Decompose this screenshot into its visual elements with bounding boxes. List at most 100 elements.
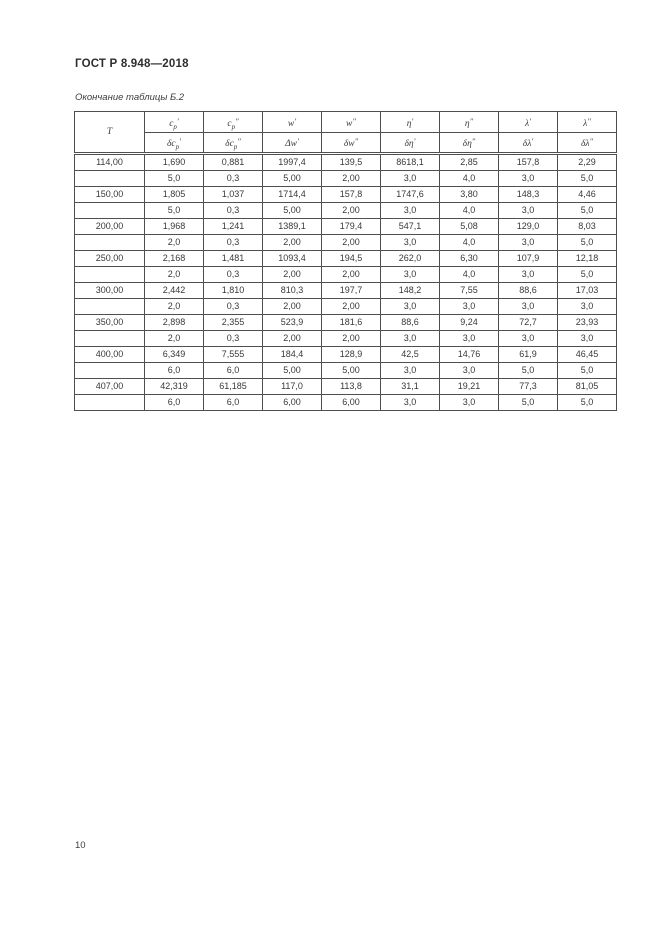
cell-value: 61,185 [203,378,263,395]
cell-value: 128,9 [321,346,381,363]
cell-delta: 5,0 [498,362,558,379]
table-header-row-deltas: δcp′ δcp″ Δw′ δw″ δη′ δη″ δλ′ δλ″ [75,132,617,155]
cell-value: 72,7 [498,314,558,331]
col-header-w-dprime: w″ [321,111,381,133]
cell-value: 7,555 [203,346,263,363]
table-header: T cp′ cp″ w′ w″ η′ η″ λ′ λ″ δcp′ δcp″ Δw… [74,111,617,155]
math-symbol: w [287,118,295,129]
cell-delta: 5,0 [557,266,617,283]
table-row-values: 400,00 6,349 7,555 184,4 128,9 42,5 14,76 61,9 4… [74,346,617,363]
cell-delta: 5,0 [144,202,204,219]
prime-mark: ″ [471,136,476,146]
cell-value: 810,3 [262,282,322,299]
cell-delta: 6,00 [321,394,381,411]
col-header-lambda-prime: λ′ [498,111,558,133]
cell-delta: 2,00 [321,202,381,219]
cell-delta: 2,0 [144,298,204,315]
cell-value: 9,24 [439,314,499,331]
cell-delta: 3,0 [380,362,440,379]
cell-temperature: 114,00 [74,153,145,171]
math-symbol: δw [343,139,355,149]
table-row-values: 350,00 2,898 2,355 523,9 181,6 88,6 9,24 72,7 23… [74,314,617,331]
cell-value: 31,1 [380,378,440,395]
cell-delta: 3,0 [380,170,440,187]
table-row-deltas: 6,0 6,0 5,00 5,00 3,0 3,0 5,0 5,0 [74,362,617,379]
cell-delta: 2,00 [262,266,322,283]
table-row-values: 300,00 2,442 1,810 810,3 197,7 148,2 7,55 88,6 1… [74,282,617,299]
math-symbol: δc [225,139,234,149]
cell-value: 184,4 [262,346,322,363]
table-row-deltas: 2,0 0,3 2,00 2,00 3,0 4,0 3,0 5,0 [74,234,617,251]
cell-value: 157,8 [498,153,558,171]
cell-delta: 4,0 [439,170,499,187]
cell-delta: 2,0 [144,266,204,283]
cell-delta: 2,00 [321,330,381,347]
cell-delta: 3,0 [498,202,558,219]
cell-delta: 3,0 [380,202,440,219]
cell-value: 77,3 [498,378,558,395]
cell-delta: 4,0 [439,202,499,219]
cell-value: 1,805 [144,186,204,203]
prime-mark: ″ [352,115,356,126]
cell-temperature: 300,00 [74,282,145,299]
cell-value: 88,6 [498,282,558,299]
math-symbol: λ [525,118,530,129]
prime-mark: ″ [587,115,591,126]
cell-delta: 5,0 [557,362,617,379]
cell-value: 117,0 [262,378,322,395]
table-row-values: 114,00 1,690 0,881 1997,4 139,5 8618,1 2,85 157… [74,153,617,171]
cell-empty [74,234,145,251]
math-subscript: p [173,122,177,131]
cell-value: 17,03 [557,282,617,299]
cell-temperature: 150,00 [74,186,145,203]
cell-delta: 6,0 [203,362,263,379]
math-symbol: Δw [285,139,298,149]
math-symbol: c [169,118,174,129]
cell-value: 197,7 [321,282,381,299]
cell-delta: 5,00 [262,202,322,219]
cell-delta: 2,00 [321,170,381,187]
cell-value: 8,03 [557,218,617,235]
cell-delta: 5,0 [557,170,617,187]
table-row-values: 407,00 42,319 61,185 117,0 113,8 31,1 19,21 77,… [74,378,617,395]
col-header-cp-prime: cp′ [144,111,204,133]
cell-delta: 3,0 [498,266,558,283]
cell-value: 6,30 [439,250,499,267]
cell-value: 6,349 [144,346,204,363]
col-header-delta-lambda-prime: δλ′ [498,132,558,155]
cell-value: 129,0 [498,218,558,235]
cell-delta: 6,0 [144,362,204,379]
cell-delta: 5,0 [557,202,617,219]
cell-value: 2,442 [144,282,204,299]
cell-value: 139,5 [321,153,381,171]
cell-delta: 2,00 [262,330,322,347]
cell-delta: 3,0 [380,394,440,411]
cell-delta: 0,3 [203,330,263,347]
data-table: T cp′ cp″ w′ w″ η′ η″ λ′ λ″ δcp′ δcp″ Δw… [74,111,617,411]
table-row-deltas: 2,0 0,3 2,00 2,00 3,0 3,0 3,0 3,0 [74,298,617,315]
math-symbol: η [464,118,470,129]
math-symbol: w [346,118,353,129]
cell-value: 0,881 [203,153,263,171]
page-number: 10 [75,840,86,851]
cell-value: 2,898 [144,314,204,331]
cell-value: 3,80 [439,186,499,203]
cell-delta: 5,0 [557,234,617,251]
prime-mark: ′ [179,136,181,146]
col-header-delta-eta-dprime: δη″ [439,132,499,155]
math-symbol: δη [462,139,472,149]
cell-value: 61,9 [498,346,558,363]
col-header-w-prime: w′ [262,111,322,133]
cell-value: 181,6 [321,314,381,331]
prime-mark: ″ [235,115,239,126]
table-row-deltas: 2,0 0,3 2,00 2,00 3,0 3,0 3,0 3,0 [74,330,617,347]
cell-temperature: 407,00 [74,378,145,395]
col-header-delta-w-dprime: δw″ [321,132,381,155]
cell-value: 1389,1 [262,218,322,235]
cell-delta: 5,00 [262,362,322,379]
cell-value: 523,9 [262,314,322,331]
cell-delta: 5,0 [557,394,617,411]
col-header-temperature: T [74,111,145,155]
cell-delta: 3,0 [439,330,499,347]
